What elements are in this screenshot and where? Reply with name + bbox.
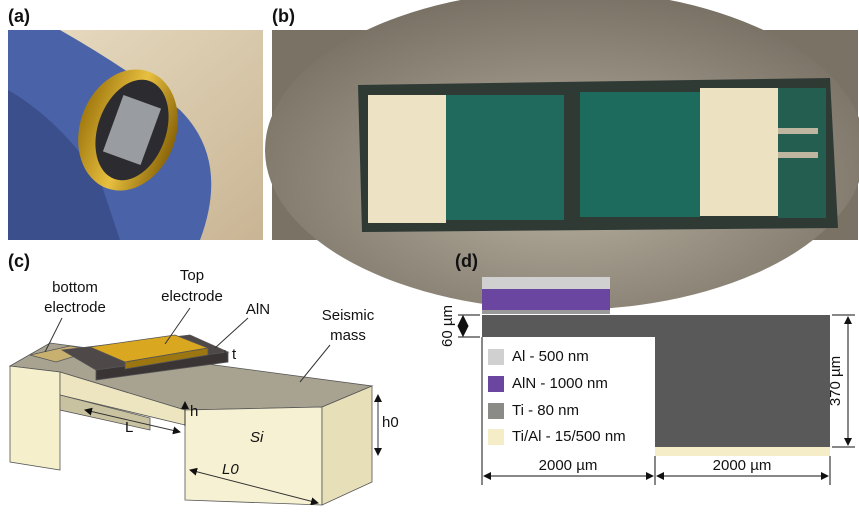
panel-label: (b) [272,6,295,26]
legend-label: AlN - 1000 nm [512,375,608,392]
label: mass [330,327,366,344]
legend-label: Al - 500 nm [512,348,589,365]
label: L [125,419,133,436]
dimension-label: 370 µm [827,356,844,406]
label: h [190,403,198,420]
photo-a [8,30,263,240]
label: AlN [246,301,270,318]
figure: (a) (b) (c) (d) bottom electrode Top ele… [0,0,859,508]
label: electrode [161,288,223,305]
label: bottom [52,279,98,296]
legend-label: Ti/Al - 15/500 nm [512,428,626,445]
dimension-label: 60 µm [439,305,456,347]
panel-label: (d) [455,251,478,271]
photo-b [265,0,859,310]
panel-label: (c) [8,251,30,271]
label: Si [250,429,264,446]
label: t [232,346,237,363]
label: electrode [44,299,106,316]
label: Top [180,267,204,284]
label: h0 [382,414,399,431]
label: Seismic [322,307,375,324]
label: L0 [222,461,239,478]
legend-label: Ti - 80 nm [512,402,579,419]
dimension-label: 2000 µm [539,457,598,474]
panel-label: (a) [8,6,30,26]
dimension-label: 2000 µm [713,457,772,474]
